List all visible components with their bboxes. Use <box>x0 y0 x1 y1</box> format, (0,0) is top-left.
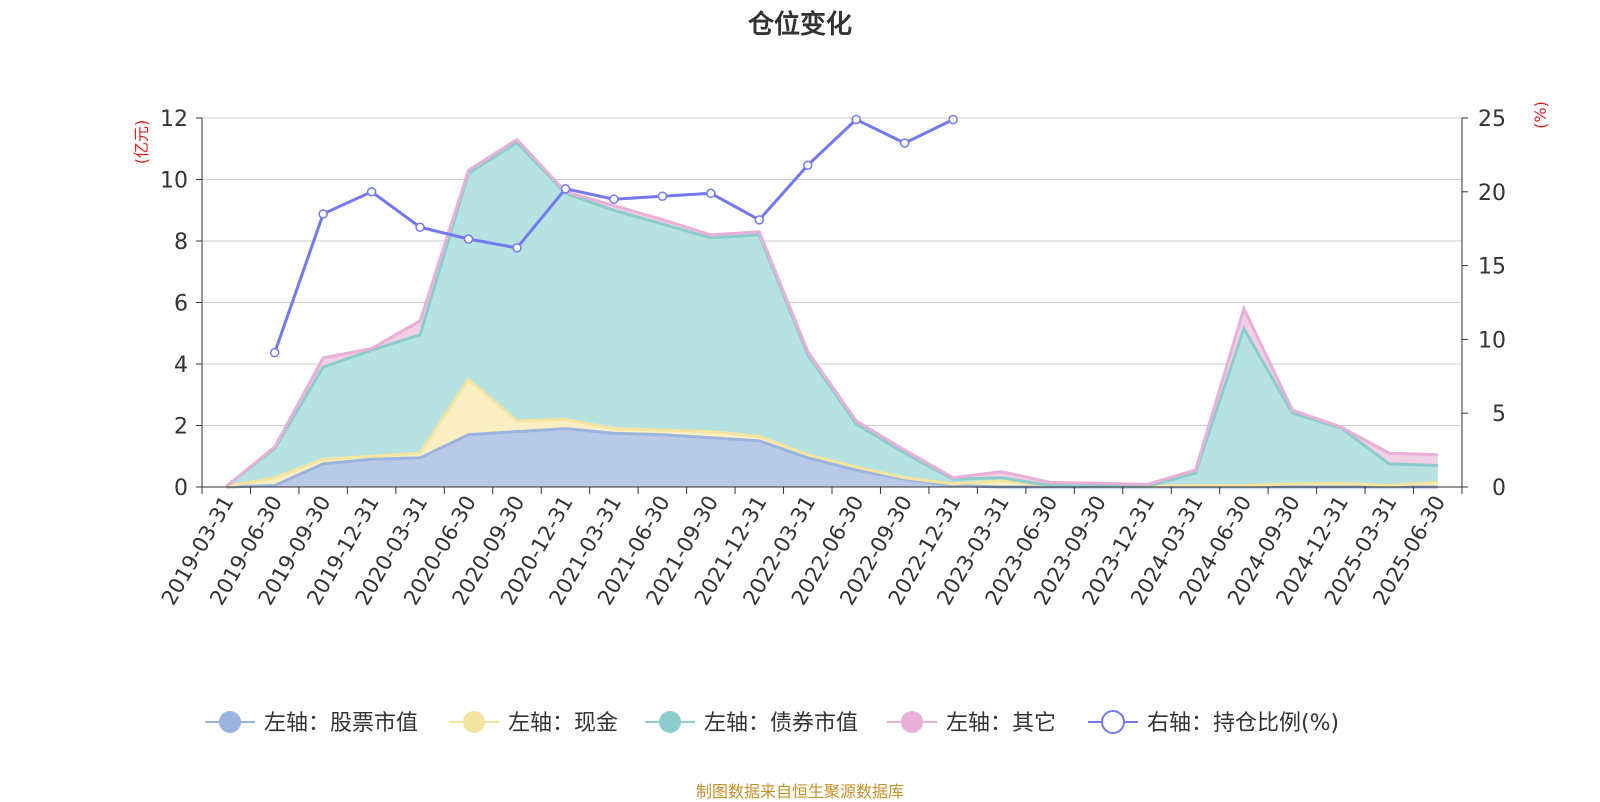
legend-item-stock[interactable]: 左轴：股票市值 <box>205 711 418 736</box>
legend-label: 右轴：持仓比例(%) <box>1147 711 1339 736</box>
ratio-point <box>415 222 425 232</box>
ratio-point <box>899 138 910 148</box>
legend-item-ratio[interactable]: 右轴：持仓比例(%) <box>1088 710 1339 736</box>
ratio-point <box>512 243 522 253</box>
legend[interactable]: 左轴：股票市值 左轴：现金 左轴：债券市值 左轴：其它 右轴：持仓比例(%) <box>205 710 1339 736</box>
ratio-point <box>803 160 813 170</box>
ratio-point <box>318 209 328 219</box>
area-other-outline <box>225 137 1438 488</box>
y-left-tick-label: 6 <box>174 292 188 317</box>
ratio-point <box>657 191 668 201</box>
y-right-tick-label: 10 <box>1478 328 1506 353</box>
legend-label: 左轴：债券市值 <box>704 711 858 736</box>
legend-marker <box>659 711 681 733</box>
legend-marker <box>1101 710 1125 734</box>
ratio-line-series <box>269 114 958 358</box>
ratio-point <box>948 114 958 125</box>
area-bond <box>226 142 1438 487</box>
y-left-tick-label: 4 <box>174 353 188 378</box>
ratio-point <box>463 234 474 244</box>
chart-title: 仓位变化 <box>747 10 852 40</box>
legend-marker <box>463 711 485 733</box>
legend-label: 左轴：其它 <box>946 711 1056 736</box>
y-right-tick-label: 25 <box>1478 107 1506 132</box>
area-series <box>225 137 1438 489</box>
y-right-unit-label: (%) <box>1531 101 1550 129</box>
y-right-tick-label: 0 <box>1492 476 1506 501</box>
area-stock <box>226 428 1438 487</box>
y-left-unit-label: (亿元) <box>132 120 151 165</box>
y-left-tick-label: 0 <box>174 476 188 501</box>
ratio-point <box>851 114 861 125</box>
ratio-point <box>754 215 765 225</box>
ratio-point <box>706 188 716 199</box>
y-left-tick-label: 8 <box>174 230 188 255</box>
area-bond-outline <box>225 140 1438 488</box>
y-right-tick-label: 5 <box>1492 402 1506 427</box>
legend-marker <box>901 711 923 733</box>
y-left-tick-label: 12 <box>160 107 188 132</box>
legend-label: 左轴：股票市值 <box>264 711 418 736</box>
legend-item-cash[interactable]: 左轴：现金 <box>449 711 618 736</box>
legend-marker <box>219 711 241 733</box>
area-cash-outline <box>225 377 1438 488</box>
source-note: 制图数据来自恒生聚源数据库 <box>695 782 904 801</box>
ratio-point <box>366 187 377 197</box>
ratio-point <box>269 347 280 358</box>
legend-item-bond[interactable]: 左轴：债券市值 <box>645 711 858 736</box>
ratio-point <box>609 194 619 204</box>
y-left-tick-label: 2 <box>174 415 188 440</box>
ratio-point <box>560 184 571 194</box>
legend-item-other[interactable]: 左轴：其它 <box>887 711 1056 736</box>
y-right-tick-label: 15 <box>1478 255 1506 280</box>
y-left-tick-label: 10 <box>160 169 188 194</box>
y-right-tick-label: 20 <box>1478 181 1506 206</box>
legend-label: 左轴：现金 <box>508 711 618 736</box>
